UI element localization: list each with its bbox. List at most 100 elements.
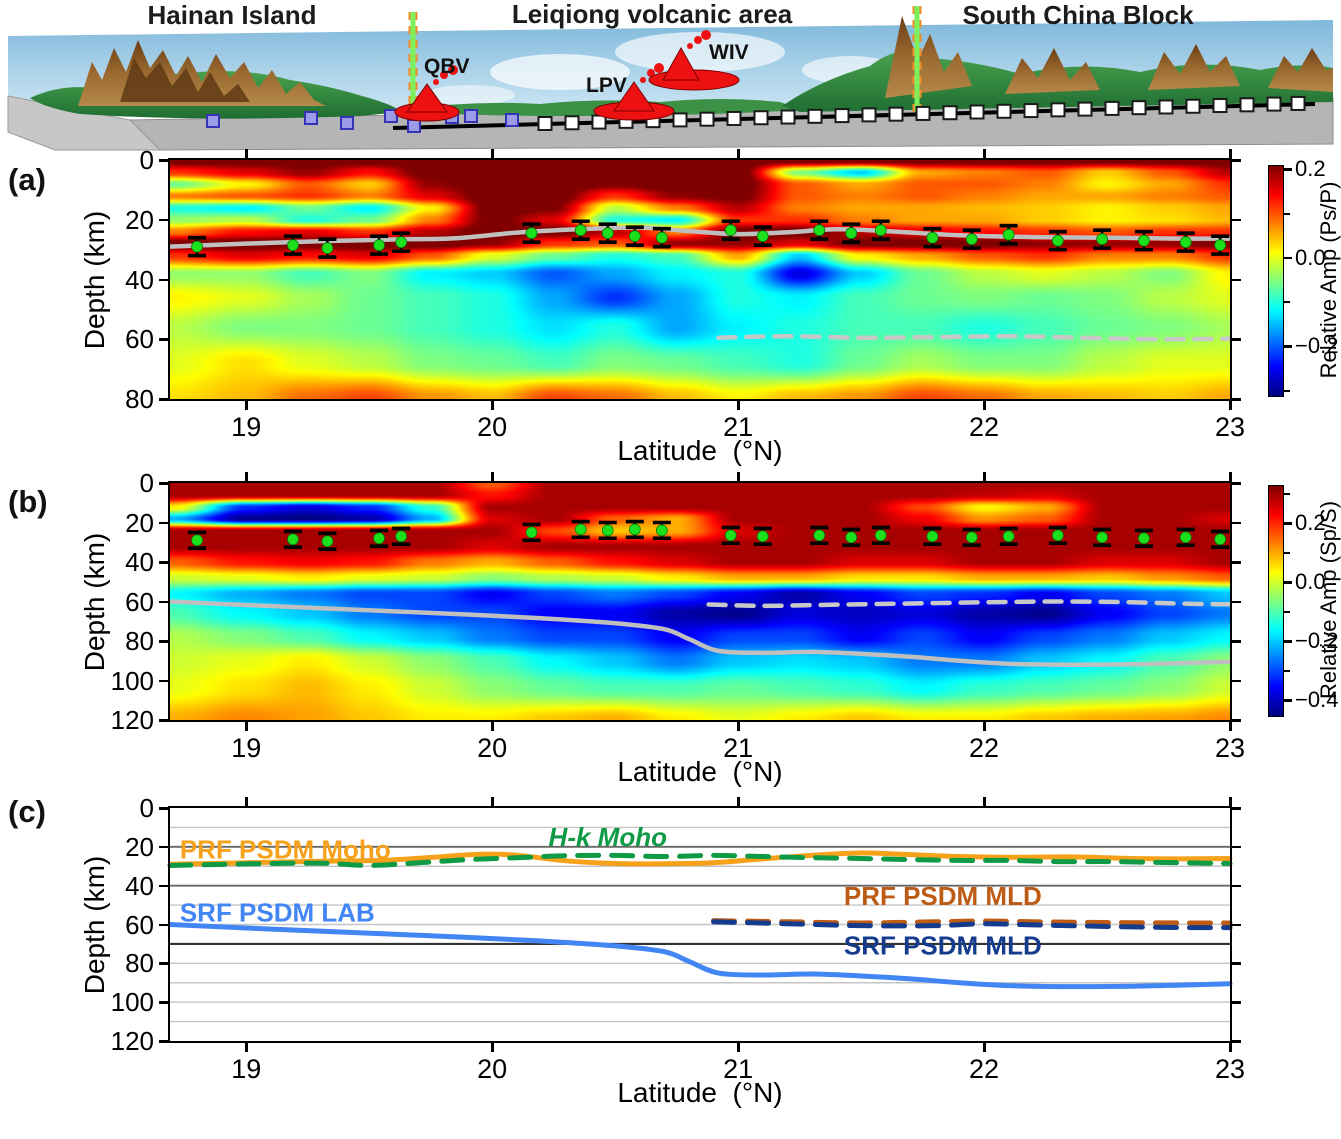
station-measurement xyxy=(753,526,772,547)
station-square-mainland xyxy=(942,105,958,121)
x-tick-label: 21 xyxy=(723,412,754,442)
volcano-qbv xyxy=(394,65,460,122)
y-tick xyxy=(159,1001,168,1004)
mld-dashed-line xyxy=(716,334,1233,342)
colorbar-tick-label: 0.0 xyxy=(1295,569,1326,595)
scb-ridge-1 xyxy=(1005,48,1100,94)
x-tick-top xyxy=(245,149,248,158)
station-measurement xyxy=(871,219,890,241)
hk-depth-dot xyxy=(1051,529,1064,542)
y-tick-label: 20 xyxy=(125,204,154,235)
x-tick-top xyxy=(1229,472,1232,481)
station-measurement xyxy=(842,527,861,548)
y-tick-label: 100 xyxy=(110,665,154,696)
y-tick xyxy=(159,845,168,849)
region-label-hainan: Hainan Island xyxy=(147,0,316,30)
x-tick xyxy=(1229,1043,1232,1052)
volcano-lpv xyxy=(593,63,675,121)
x-tick-label: 19 xyxy=(231,733,262,763)
station-square-mainland xyxy=(699,111,715,127)
series-line-1 xyxy=(167,852,1233,868)
hk-depth-dot xyxy=(1138,234,1150,247)
heatmap-canvas-a xyxy=(170,160,1230,399)
y-tick-label: 60 xyxy=(125,909,154,940)
hk-depth-dot xyxy=(874,529,887,542)
station-square-mainland xyxy=(1077,101,1093,117)
x-tick-top xyxy=(491,797,494,806)
station-measurement xyxy=(370,528,389,549)
colorbar-tick xyxy=(1284,522,1292,525)
volcano-label-qbv: QBV xyxy=(424,55,470,78)
station-measurement xyxy=(1211,234,1230,256)
station-measurement xyxy=(652,226,671,249)
station-measurement xyxy=(871,525,890,546)
colorbar-tick-label: −0.2 xyxy=(1295,333,1339,359)
volcano-label-lpv: LPV xyxy=(586,74,627,97)
x-tick xyxy=(737,401,740,410)
hk-depth-dot xyxy=(1214,533,1227,546)
station-measurement xyxy=(1093,527,1112,548)
hk-depth-dot xyxy=(321,242,334,255)
station-measurement xyxy=(810,219,829,241)
hk-depth-dot xyxy=(1138,532,1150,545)
x-axis-label-b: Latitude (°N) xyxy=(617,756,783,787)
colorbar-tick xyxy=(1284,699,1292,702)
y-tick-label: 0 xyxy=(139,145,154,175)
y-tick-label: 60 xyxy=(125,586,154,617)
hk-depth-dot xyxy=(874,224,887,237)
station-measurement xyxy=(283,234,302,256)
x-tick-top xyxy=(983,149,986,158)
station-square-mainland xyxy=(807,108,823,124)
colorbar-canvas-a xyxy=(1268,165,1284,397)
series-label-1: H-k Moho xyxy=(549,822,668,852)
y-tick xyxy=(159,398,168,401)
colorbar-minor-tick xyxy=(1284,669,1290,672)
shallow-water-patch xyxy=(490,54,630,90)
crust-slab-bevel xyxy=(7,95,162,151)
y-tick xyxy=(159,1040,168,1043)
y-tick-label: 120 xyxy=(110,705,154,735)
colorbar-minor-tick xyxy=(1284,610,1290,613)
hk-depth-dot xyxy=(756,530,769,543)
y-tick-label: 80 xyxy=(125,626,154,656)
y-tick-right xyxy=(1232,521,1241,524)
y-tick-right xyxy=(1232,398,1241,401)
hk-depth-dot xyxy=(965,531,978,544)
y-tick-right xyxy=(1232,218,1241,222)
y-tick-label: 80 xyxy=(125,384,154,414)
station-measurement xyxy=(1211,529,1230,549)
scb-ridge-3 xyxy=(1268,48,1333,92)
moho-gray-line xyxy=(167,225,1233,249)
station-square-mainland xyxy=(753,110,769,126)
x-tick-label: 20 xyxy=(477,1054,508,1084)
y-tick-label: 0 xyxy=(139,793,154,823)
station-square-mainland xyxy=(1290,95,1306,111)
x-tick-label: 21 xyxy=(723,1054,754,1084)
y-tick xyxy=(159,159,168,162)
station-measurement xyxy=(392,526,411,547)
station-measurement xyxy=(652,520,671,541)
hk-depth-dot xyxy=(965,233,978,246)
station-square-mainland xyxy=(1185,98,1201,114)
station-square-mainland xyxy=(1158,99,1174,115)
y-tick-right xyxy=(1232,482,1241,485)
panel-letter-a: (a) xyxy=(8,162,46,197)
mld-dashed-line xyxy=(706,599,1233,609)
x-axis-label-a: Latitude (°N) xyxy=(617,435,783,466)
station-measurement xyxy=(392,231,411,253)
station-measurement xyxy=(598,520,617,541)
y-tick-label: 40 xyxy=(125,547,154,577)
station-measurement xyxy=(571,519,590,540)
series-label-4: SRF PSDM MLD xyxy=(844,931,1042,961)
y-tick xyxy=(159,679,168,682)
station-measurement xyxy=(522,522,541,543)
hk-depth-dot xyxy=(321,535,334,548)
hk-depth-dot xyxy=(845,227,858,240)
colorbar-tick-label: 0.0 xyxy=(1295,244,1326,270)
colorbar-minor-tick xyxy=(1284,492,1290,495)
station-measurement xyxy=(923,526,942,547)
colorbar-minor-tick xyxy=(1284,551,1290,554)
colorbar-tick-label: 0.2 xyxy=(1295,510,1326,536)
hk-depth-dot xyxy=(287,239,299,252)
